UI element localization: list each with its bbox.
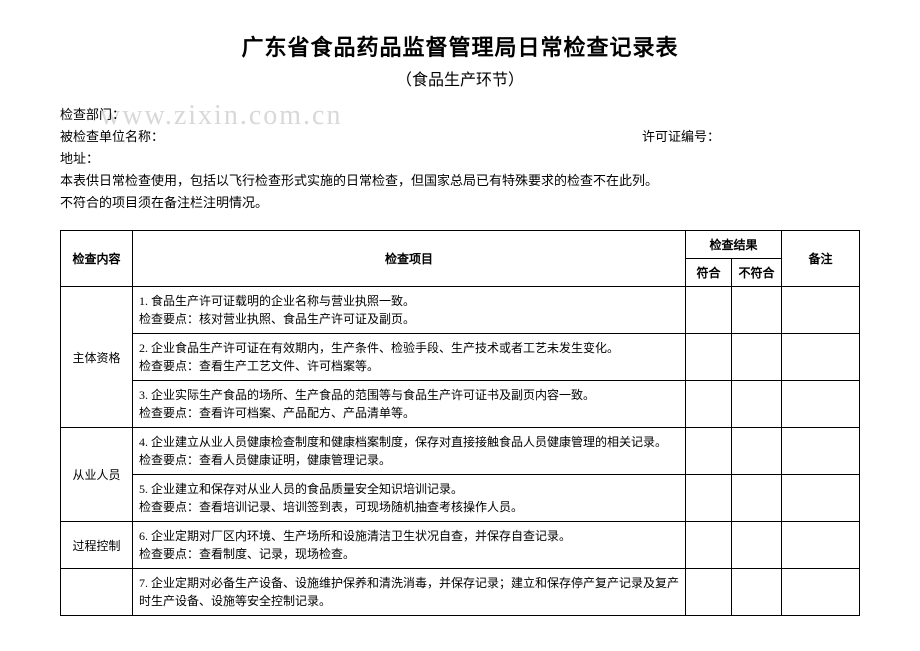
item-cell: 5. 企业建立和保存对从业人员的食品质量安全知识培训记录。检查要点：查看培训记录…: [133, 475, 686, 522]
item-cell: 2. 企业食品生产许可证在有效期内，生产条件、检验手段、生产技术或者工艺未发生变…: [133, 334, 686, 381]
nonconform-cell: [732, 334, 782, 381]
conform-cell: [686, 287, 732, 334]
conform-cell: [686, 428, 732, 475]
nonconform-cell: [732, 381, 782, 428]
item-cell: 1. 食品生产许可证载明的企业名称与营业执照一致。检查要点：核对营业执照、食品生…: [133, 287, 686, 334]
category-cell: 从业人员: [61, 428, 133, 522]
license-label: 许可证编号：: [642, 126, 720, 148]
conform-cell: [686, 522, 732, 569]
nonconform-cell: [732, 522, 782, 569]
page-title: 广东省食品药品监督管理局日常检查记录表: [60, 30, 860, 62]
nonconform-cell: [732, 475, 782, 522]
th-remark: 备注: [782, 231, 860, 287]
item-cell: 7. 企业定期对必备生产设备、设施维护保养和清洗消毒，并保存记录；建立和保存停产…: [133, 569, 686, 616]
page-subtitle: （食品生产环节）: [60, 66, 860, 90]
table-row: 主体资格1. 食品生产许可证载明的企业名称与营业执照一致。检查要点：核对营业执照…: [61, 287, 860, 334]
note-2: 不符合的项目须在备注栏注明情况。: [60, 192, 860, 214]
category-cell: 主体资格: [61, 287, 133, 428]
th-nonconform: 不符合: [732, 259, 782, 287]
address-label: 地址：: [60, 148, 99, 170]
conform-cell: [686, 381, 732, 428]
remark-cell: [782, 522, 860, 569]
remark-cell: [782, 381, 860, 428]
nonconform-cell: [732, 287, 782, 334]
inspection-table: 检查内容 检查项目 检查结果 备注 符合 不符合 主体资格1. 食品生产许可证载…: [60, 230, 860, 616]
unit-label: 被检查单位名称：: [60, 126, 164, 148]
conform-cell: [686, 569, 732, 616]
category-cell: [61, 569, 133, 616]
item-cell: 3. 企业实际生产食品的场所、生产食品的范围等与食品生产许可证书及副页内容一致。…: [133, 381, 686, 428]
table-row: 过程控制6. 企业定期对厂区内环境、生产场所和设施清洁卫生状况自查，并保存自查记…: [61, 522, 860, 569]
nonconform-cell: [732, 569, 782, 616]
remark-cell: [782, 569, 860, 616]
item-cell: 6. 企业定期对厂区内环境、生产场所和设施清洁卫生状况自查，并保存自查记录。检查…: [133, 522, 686, 569]
table-row: 2. 企业食品生产许可证在有效期内，生产条件、检验手段、生产技术或者工艺未发生变…: [61, 334, 860, 381]
table-row: 5. 企业建立和保存对从业人员的食品质量安全知识培训记录。检查要点：查看培训记录…: [61, 475, 860, 522]
remark-cell: [782, 475, 860, 522]
note-1: 本表供日常检查使用，包括以飞行检查形式实施的日常检查，但国家总局已有特殊要求的检…: [60, 170, 860, 192]
conform-cell: [686, 334, 732, 381]
remark-cell: [782, 287, 860, 334]
th-conform: 符合: [686, 259, 732, 287]
th-category: 检查内容: [61, 231, 133, 287]
dept-label: 检查部门：: [60, 104, 125, 126]
nonconform-cell: [732, 428, 782, 475]
conform-cell: [686, 475, 732, 522]
table-row: 3. 企业实际生产食品的场所、生产食品的范围等与食品生产许可证书及副页内容一致。…: [61, 381, 860, 428]
table-row: 从业人员4. 企业建立从业人员健康检查制度和健康档案制度，保存对直接接触食品人员…: [61, 428, 860, 475]
remark-cell: [782, 428, 860, 475]
table-row: 7. 企业定期对必备生产设备、设施维护保养和清洗消毒，并保存记录；建立和保存停产…: [61, 569, 860, 616]
item-cell: 4. 企业建立从业人员健康检查制度和健康档案制度，保存对直接接触食品人员健康管理…: [133, 428, 686, 475]
th-item: 检查项目: [133, 231, 686, 287]
table-body: 主体资格1. 食品生产许可证载明的企业名称与营业执照一致。检查要点：核对营业执照…: [61, 287, 860, 616]
remark-cell: [782, 334, 860, 381]
th-result: 检查结果: [686, 231, 782, 259]
category-cell: 过程控制: [61, 522, 133, 569]
